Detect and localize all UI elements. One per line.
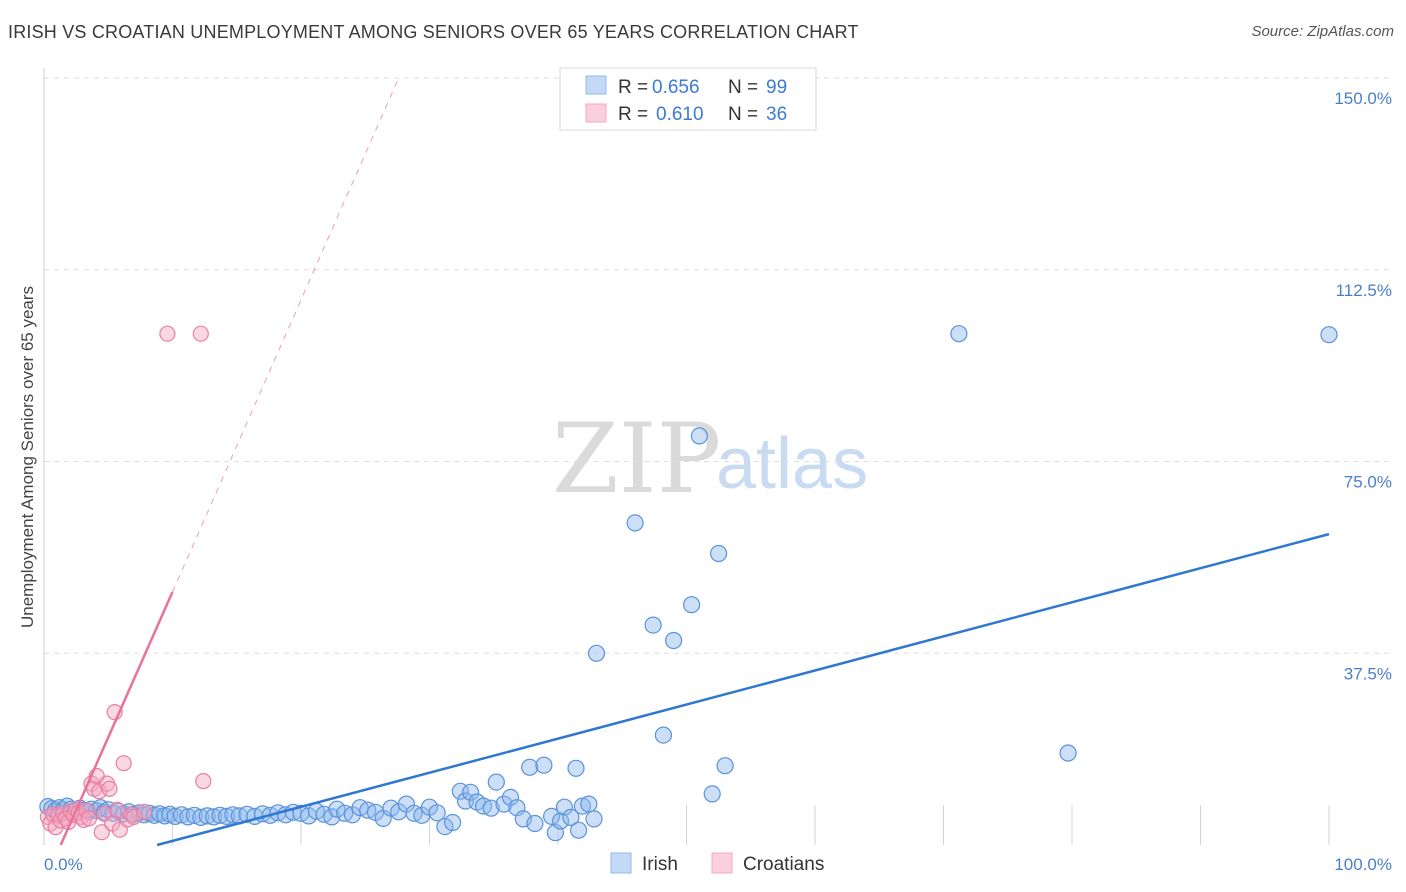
irish-point-28	[166, 807, 184, 826]
irish-point-90	[585, 810, 603, 828]
x-tick-label-1: 100.0%	[1334, 855, 1392, 874]
irish-point-30	[179, 808, 197, 826]
croatian-point-35	[192, 325, 209, 342]
irish-point-95	[654, 726, 673, 744]
croatian-point-32	[125, 808, 142, 826]
irish-point-37	[224, 806, 242, 824]
irish-point-84	[555, 798, 574, 816]
irish-point-36	[217, 807, 236, 826]
series-legend: Irish Croatians	[610, 852, 824, 875]
croatian-trend-line	[59, 591, 174, 846]
legend-n-label-irish: N =	[728, 77, 758, 98]
irish-point-35	[211, 806, 229, 824]
irish-point-91	[587, 644, 606, 662]
croatian-point-16	[80, 810, 98, 827]
legend-swatch-irish	[585, 75, 607, 95]
legend-swatch-croatians	[585, 103, 607, 123]
irish-point-34	[205, 808, 223, 826]
irish-point-98	[703, 785, 721, 803]
irish-point-33	[198, 807, 216, 825]
irish-point-78	[521, 758, 539, 776]
irish-point-65	[436, 817, 454, 836]
irish-point-88	[573, 797, 592, 815]
legend-n-label-croatians: N =	[728, 104, 758, 125]
irish-point-103	[1320, 326, 1338, 344]
irish-point-73	[487, 773, 505, 791]
watermark-zip: ZIP	[552, 403, 721, 515]
y-tick-label-0: 37.5%	[1344, 664, 1392, 683]
irish-point-100	[716, 757, 734, 775]
irish-point-89	[580, 795, 598, 813]
grid	[44, 77, 1392, 845]
irish-point-96	[682, 596, 701, 614]
irish-point-102	[1059, 744, 1077, 762]
irish-point-99	[709, 544, 728, 563]
legend-r-value-irish: 0.656	[652, 77, 700, 98]
source-credit: Source: ZipAtlas.com	[1251, 23, 1394, 40]
irish-point-29	[172, 806, 191, 824]
irish-point-51	[328, 800, 346, 818]
irish-point-92	[626, 514, 644, 532]
trend-lines	[59, 77, 1330, 847]
croatian-point-27	[109, 801, 126, 818]
legend-r-label-croatians: R =	[618, 104, 648, 125]
croatian-trend-extension	[172, 77, 400, 593]
series-swatch-croatians	[711, 852, 733, 874]
irish-point-66	[444, 813, 462, 832]
y-axis-label: Unemployment Among Seniors over 65 years	[18, 286, 37, 628]
croatian-point-24	[101, 780, 118, 797]
irish-point-32	[192, 808, 210, 827]
irish-point-31	[185, 806, 203, 824]
irish-point-75	[501, 788, 520, 807]
irish-point-87	[569, 821, 588, 839]
croatian-point-31	[123, 806, 140, 823]
irish-point-97	[690, 427, 709, 445]
croatian-point-36	[195, 772, 212, 790]
irish-point-83	[551, 812, 570, 830]
croatian-point-33	[136, 803, 153, 820]
irish-trend-line	[156, 532, 1330, 847]
croatian-point-34	[159, 325, 176, 342]
correlation-legend: R = 0.656 N = 99 R = 0.610 N = 36	[559, 67, 817, 131]
irish-point-69	[462, 783, 480, 801]
irish-point-81	[542, 807, 561, 826]
irish-point-80	[535, 756, 553, 774]
croatian-point-29	[115, 755, 132, 772]
y-tick-labels: 37.5% 75.0% 112.5% 150.0%	[1334, 89, 1392, 683]
series-swatch-irish	[610, 852, 632, 874]
x-tick-labels: 0.0% 100.0%	[44, 855, 1392, 874]
irish-point-64	[428, 804, 446, 822]
croatian-point-21	[93, 824, 110, 841]
irish-point-93	[644, 616, 662, 634]
irish-point-74	[495, 795, 513, 813]
legend-n-value-irish: 99	[766, 77, 787, 98]
irish-point-72	[482, 799, 500, 817]
series-label-irish: Irish	[642, 854, 678, 875]
irish-point-101	[950, 325, 968, 343]
chart-title: IRISH VS CROATIAN UNEMPLOYMENT AMONG SEN…	[8, 22, 859, 42]
irish-point-85	[562, 808, 580, 827]
croatian-points	[39, 325, 212, 841]
series-label-croatians: Croatians	[743, 854, 824, 875]
legend-r-value-croatians: 0.610	[656, 104, 704, 125]
irish-point-94	[664, 631, 683, 650]
irish-point-86	[567, 759, 585, 777]
x-tick-label-0: 0.0%	[44, 855, 83, 874]
irish-point-79	[526, 814, 544, 833]
watermark-atlas: atlas	[716, 424, 868, 504]
legend-r-label-irish: R =	[618, 77, 648, 98]
y-tick-label-1: 75.0%	[1344, 473, 1392, 492]
y-tick-label-2: 112.5%	[1336, 281, 1392, 300]
legend-n-value-croatians: 36	[766, 104, 787, 125]
y-tick-label-3: 150.0%	[1334, 89, 1392, 108]
